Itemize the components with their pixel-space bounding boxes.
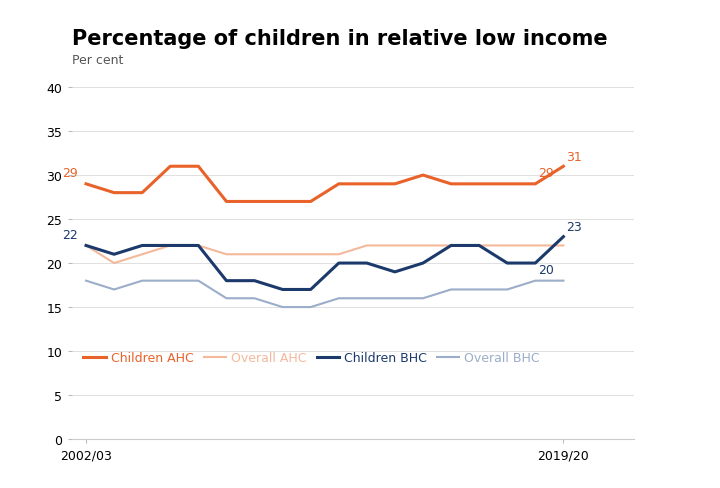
Children BHC bbox=[335, 261, 343, 266]
Children AHC bbox=[363, 182, 372, 187]
Legend: Children AHC, Overall AHC, Children BHC, Overall BHC: Children AHC, Overall AHC, Children BHC,… bbox=[78, 347, 545, 370]
Overall AHC bbox=[335, 252, 343, 258]
Overall AHC bbox=[82, 243, 91, 249]
Children BHC bbox=[166, 243, 175, 249]
Overall AHC bbox=[503, 243, 512, 249]
Text: 22: 22 bbox=[62, 228, 78, 242]
Children AHC bbox=[335, 182, 343, 187]
Line: Children AHC: Children AHC bbox=[86, 167, 563, 202]
Children BHC bbox=[251, 278, 259, 284]
Overall AHC bbox=[390, 243, 399, 249]
Overall AHC bbox=[475, 243, 484, 249]
Text: Per cent: Per cent bbox=[72, 54, 123, 67]
Overall AHC bbox=[109, 261, 118, 266]
Children AHC bbox=[194, 164, 203, 170]
Overall BHC bbox=[531, 278, 540, 284]
Overall BHC bbox=[419, 296, 428, 302]
Children BHC bbox=[419, 261, 428, 266]
Children AHC bbox=[390, 182, 399, 187]
Children AHC bbox=[138, 190, 147, 196]
Overall BHC bbox=[222, 296, 230, 302]
Children BHC bbox=[307, 287, 315, 293]
Overall AHC bbox=[419, 243, 428, 249]
Children BHC bbox=[503, 261, 512, 266]
Text: 20: 20 bbox=[538, 264, 554, 277]
Children AHC bbox=[446, 182, 456, 187]
Children AHC bbox=[279, 199, 287, 205]
Text: 29: 29 bbox=[538, 166, 554, 179]
Children AHC bbox=[222, 199, 230, 205]
Text: Percentage of children in relative low income: Percentage of children in relative low i… bbox=[72, 29, 608, 49]
Line: Overall AHC: Overall AHC bbox=[86, 246, 563, 264]
Children AHC bbox=[419, 173, 428, 179]
Children BHC bbox=[475, 243, 484, 249]
Children BHC bbox=[363, 261, 372, 266]
Overall BHC bbox=[363, 296, 372, 302]
Overall AHC bbox=[222, 252, 230, 258]
Children AHC bbox=[475, 182, 484, 187]
Overall AHC bbox=[138, 252, 147, 258]
Overall BHC bbox=[559, 278, 567, 284]
Text: 29: 29 bbox=[62, 167, 78, 180]
Overall BHC bbox=[475, 287, 484, 293]
Children BHC bbox=[109, 252, 118, 258]
Overall AHC bbox=[279, 252, 287, 258]
Overall AHC bbox=[194, 243, 203, 249]
Children AHC bbox=[503, 182, 512, 187]
Children BHC bbox=[279, 287, 287, 293]
Children AHC bbox=[251, 199, 259, 205]
Children AHC bbox=[166, 164, 175, 170]
Overall AHC bbox=[363, 243, 372, 249]
Text: 23: 23 bbox=[566, 221, 582, 234]
Overall BHC bbox=[503, 287, 512, 293]
Children BHC bbox=[559, 234, 567, 240]
Overall BHC bbox=[251, 296, 259, 302]
Overall BHC bbox=[138, 278, 147, 284]
Children BHC bbox=[194, 243, 203, 249]
Children BHC bbox=[446, 243, 456, 249]
Overall AHC bbox=[559, 243, 567, 249]
Overall BHC bbox=[390, 296, 399, 302]
Overall AHC bbox=[446, 243, 456, 249]
Overall BHC bbox=[109, 287, 118, 293]
Overall AHC bbox=[531, 243, 540, 249]
Line: Overall BHC: Overall BHC bbox=[86, 281, 563, 307]
Overall AHC bbox=[166, 243, 175, 249]
Text: 31: 31 bbox=[566, 150, 582, 163]
Overall AHC bbox=[251, 252, 259, 258]
Overall BHC bbox=[194, 278, 203, 284]
Overall BHC bbox=[446, 287, 456, 293]
Overall BHC bbox=[166, 278, 175, 284]
Children BHC bbox=[222, 278, 230, 284]
Children AHC bbox=[82, 182, 91, 187]
Children AHC bbox=[559, 164, 567, 170]
Children AHC bbox=[307, 199, 315, 205]
Children BHC bbox=[138, 243, 147, 249]
Children BHC bbox=[531, 261, 540, 266]
Children BHC bbox=[82, 243, 91, 249]
Children AHC bbox=[109, 190, 118, 196]
Overall AHC bbox=[307, 252, 315, 258]
Overall BHC bbox=[279, 305, 287, 310]
Overall BHC bbox=[82, 278, 91, 284]
Line: Children BHC: Children BHC bbox=[86, 237, 563, 290]
Children BHC bbox=[390, 269, 399, 275]
Children AHC bbox=[531, 182, 540, 187]
Overall BHC bbox=[335, 296, 343, 302]
Overall BHC bbox=[307, 305, 315, 310]
